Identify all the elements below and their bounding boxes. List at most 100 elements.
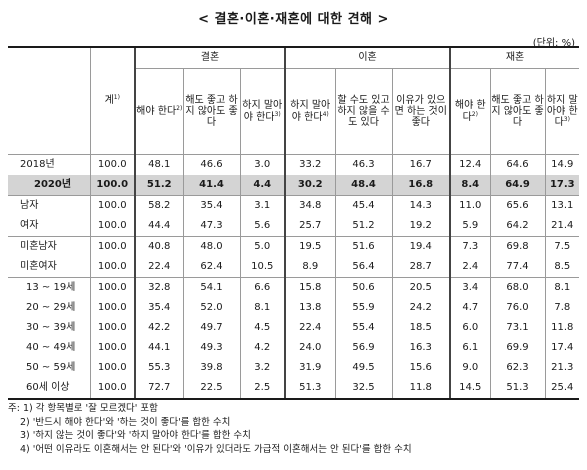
footnote: 3) '하지 않는 것이 좋다'와 '하지 말아야 한다'를 합한 수치 [20, 430, 251, 441]
table-cell: 56.9 [334, 338, 393, 358]
header-marriage-either: 해도 좋고 하지 않아도 좋다 [182, 68, 240, 155]
table-cell: 44.1 [134, 338, 183, 358]
footnote: 주: 1) 각 항목별로 '잘 모르겠다' 포함 [8, 403, 158, 414]
row-label: 50 ~ 59세 [26, 362, 76, 374]
cell-total: 100.0 [89, 318, 135, 338]
table-cell: 51.3 [489, 378, 546, 400]
table-cell: 39.8 [182, 358, 240, 378]
table-cell: 35.4 [182, 195, 240, 216]
table-cell: 19.2 [391, 216, 451, 237]
table-body: 2018년 100.0 48.1 46.6 3.0 33.2 46.3 16.7 12.4 64.… [8, 154, 580, 400]
table-cell: 5.0 [239, 236, 286, 257]
table-row: 2018년 100.0 48.1 46.6 3.0 33.2 46.3 16.7 12.4 64.… [8, 154, 580, 175]
table-cell: 4.2 [239, 338, 286, 358]
table-cell: 51.2 [134, 175, 183, 196]
table-cell: 14.3 [391, 195, 451, 216]
table-cell: 5.9 [449, 216, 491, 237]
table-cell: 62.4 [182, 257, 240, 278]
opinion-table: 계1) 결혼 이혼 재혼 해야 한다2) 해도 좋고 하지 않아도 좋다 하지 … [8, 46, 580, 400]
table-row: 60세 이상 100.0 72.7 22.5 2.5 51.3 32.5 11.8 14.5 51… [8, 378, 580, 400]
table-cell: 50.6 [334, 277, 393, 298]
header-remarriage-should: 해야 한다2) [449, 68, 491, 155]
header-divorce-shouldnot: 하지 말아야 한다4) [284, 68, 336, 155]
row-label: 여자 [20, 220, 39, 232]
table-cell: 51.6 [334, 236, 393, 257]
table-cell: 49.7 [182, 318, 240, 338]
table-cell: 14.5 [449, 378, 491, 400]
table-cell: 7.5 [544, 236, 580, 257]
table-cell: 34.8 [284, 195, 336, 216]
table-cell: 54.1 [182, 277, 240, 298]
table-cell: 15.6 [391, 358, 451, 378]
table-cell: 45.4 [334, 195, 393, 216]
header-total: 계1) [89, 46, 135, 155]
table-row: 남자 100.0 58.2 35.4 3.1 34.8 45.4 14.3 11.0 65.6 13… [8, 195, 580, 216]
table-row: 2020년 100.0 51.2 41.4 4.4 30.2 48.4 16.8 8.4 64.9… [8, 175, 580, 196]
table-cell: 22.4 [284, 318, 336, 338]
table-cell: 6.0 [449, 318, 491, 338]
table-cell: 19.5 [284, 236, 336, 257]
cell-total: 100.0 [89, 298, 135, 318]
table-row: 40 ~ 49세 100.0 44.1 49.3 4.2 24.0 56.9 16.3 6.1 6… [8, 338, 580, 358]
header-group-divorce: 이혼 [284, 46, 451, 69]
table-cell: 3.1 [239, 195, 286, 216]
cell-total: 100.0 [89, 154, 135, 175]
row-label: 20 ~ 29세 [26, 302, 76, 314]
table-cell: 32.8 [134, 277, 183, 298]
table-cell: 14.9 [544, 154, 580, 175]
table-cell: 7.3 [449, 236, 491, 257]
table-cell: 8.9 [284, 257, 336, 278]
table-cell: 64.9 [489, 175, 546, 196]
table-cell: 47.3 [182, 216, 240, 237]
table-cell: 35.4 [134, 298, 183, 318]
table-cell: 10.5 [239, 257, 286, 278]
table-cell: 22.4 [134, 257, 183, 278]
table-cell: 48.4 [334, 175, 393, 196]
table-cell: 13.1 [544, 195, 580, 216]
table-cell: 64.2 [489, 216, 546, 237]
table-cell: 31.9 [284, 358, 336, 378]
unit-label: (단위: %) [532, 38, 575, 49]
row-label: 미혼여자 [20, 261, 57, 273]
table-cell: 8.1 [544, 277, 580, 298]
table-cell: 11.8 [391, 378, 451, 400]
table-cell: 69.8 [489, 236, 546, 257]
table-cell: 65.6 [489, 195, 546, 216]
header-divorce-can: 할 수도 있고 하지 않을 수도 있다 [334, 68, 393, 155]
row-label: 30 ~ 39세 [26, 322, 76, 334]
cell-total: 100.0 [89, 338, 135, 358]
table-cell: 55.4 [334, 318, 393, 338]
footnote: 2) '반드시 해야 한다'와 '하는 것이 좋다'를 합한 수치 [20, 416, 231, 428]
table-cell: 25.4 [544, 378, 580, 400]
table-cell: 8.4 [449, 175, 491, 196]
table-cell: 28.7 [391, 257, 451, 278]
cell-total: 100.0 [89, 216, 135, 237]
table-cell: 21.4 [544, 216, 580, 237]
cell-total: 100.0 [89, 257, 135, 278]
table-row: 50 ~ 59세 100.0 55.3 39.8 3.2 31.9 49.5 15.6 9.0 6… [8, 358, 580, 378]
table-cell: 73.1 [489, 318, 546, 338]
table-cell: 9.0 [449, 358, 491, 378]
table-cell: 7.8 [544, 298, 580, 318]
table-cell: 11.8 [544, 318, 580, 338]
table-cell: 30.2 [284, 175, 336, 196]
table-cell: 19.4 [391, 236, 451, 257]
table-cell: 41.4 [182, 175, 240, 196]
table-cell: 44.4 [134, 216, 183, 237]
header-remarriage-either: 해도 좋고 하지 않아도 좋다 [489, 68, 546, 155]
cell-total: 100.0 [89, 175, 135, 196]
header-marriage-shouldnot: 하지 말아야 한다3) [239, 68, 286, 155]
table-cell: 4.5 [239, 318, 286, 338]
row-label: 60세 이상 [8, 378, 90, 400]
row-label: 2020년 [8, 175, 90, 196]
row-label: 미혼남자 [8, 236, 90, 257]
table-cell: 2.5 [239, 378, 286, 400]
table-cell: 62.3 [489, 358, 546, 378]
footnote: 4) '어떤 이유라도 이혼해서는 안 된다'와 '이유가 있더라도 가급적 이… [20, 443, 412, 455]
table-cell: 55.3 [134, 358, 183, 378]
table-cell: 16.7 [391, 154, 451, 175]
cell-total: 100.0 [89, 358, 135, 378]
header-remarriage-shouldnot: 하지 말아야 한다3) [544, 68, 580, 155]
table-cell: 4.7 [449, 298, 491, 318]
table-cell: 51.2 [334, 216, 393, 237]
